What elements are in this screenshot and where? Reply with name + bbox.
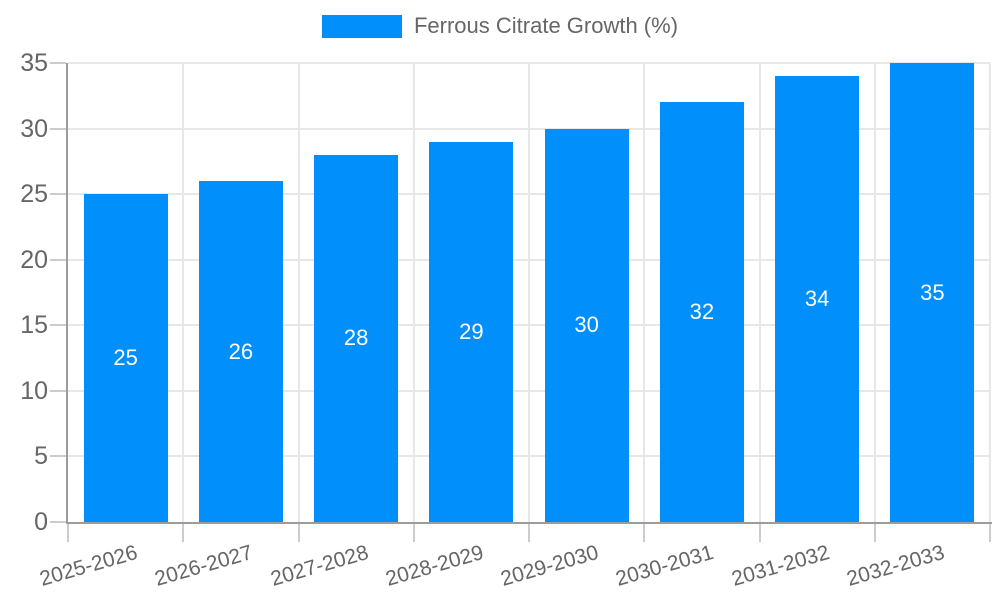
- x-gridline: [643, 63, 646, 522]
- x-gridline: [873, 63, 876, 522]
- y-tick-label: 15: [20, 311, 48, 340]
- y-axis-line: [66, 63, 68, 524]
- x-tick-label: 2029-2030: [498, 540, 602, 591]
- y-tick-label: 25: [20, 180, 48, 209]
- plot-area: 0 5 10 15 20 25 30 35 25 2025-2026 26 2026-2027 28 20…: [20, 49, 992, 591]
- y-tick-label: 30: [20, 114, 48, 143]
- x-gridline: [412, 63, 415, 522]
- x-gridline: [528, 63, 530, 522]
- legend-item[interactable]: Ferrous Citrate Growth (%): [0, 12, 1000, 40]
- x-tick: [182, 524, 185, 542]
- bar-value-label: 32: [689, 299, 715, 325]
- y-tick: [50, 521, 66, 523]
- x-tick: [989, 524, 991, 542]
- y-tick-label: 20: [20, 245, 48, 274]
- bar[interactable]: 28: [314, 154, 399, 522]
- x-gridline: [989, 63, 991, 522]
- x-tick-label: 2030-2031: [613, 540, 717, 591]
- x-tick-label: 2027-2028: [267, 540, 371, 591]
- y-tick: [50, 258, 66, 261]
- x-tick: [412, 524, 415, 542]
- bar-value-label: 25: [113, 345, 138, 371]
- bar[interactable]: 30: [544, 128, 629, 522]
- x-tick-label: 2028-2029: [383, 540, 486, 591]
- y-tick: [50, 62, 66, 64]
- y-tick-label: 35: [20, 49, 48, 77]
- x-gridline: [297, 63, 300, 522]
- legend-swatch: [321, 14, 402, 38]
- x-tick-label: 2032-2033: [844, 540, 947, 591]
- bar-value-label: 29: [459, 318, 484, 344]
- x-tick: [528, 524, 530, 542]
- x-tick: [873, 524, 876, 542]
- bar-value-label: 35: [920, 279, 945, 305]
- x-gridline: [758, 63, 761, 522]
- bar[interactable]: 29: [429, 141, 514, 522]
- x-tick-label: 2031-2032: [728, 540, 832, 591]
- x-tick: [67, 524, 69, 542]
- y-tick: [50, 389, 66, 392]
- y-tick-label: 10: [20, 376, 48, 405]
- legend-label: Ferrous Citrate Growth (%): [413, 13, 679, 38]
- x-gridline: [182, 63, 185, 522]
- x-axis-line: [66, 522, 992, 524]
- y-tick: [50, 455, 66, 458]
- bar-value-label: 30: [574, 312, 599, 338]
- x-tick-label: 2026-2027: [152, 540, 256, 591]
- x-tick-label: 2025-2026: [37, 540, 141, 591]
- y-tick-label: 5: [34, 442, 48, 471]
- y-tick: [50, 193, 66, 196]
- bar-value-label: 26: [228, 338, 254, 364]
- x-tick: [297, 524, 300, 542]
- x-tick: [643, 524, 646, 542]
- y-tick: [50, 127, 66, 130]
- y-tick-label: 0: [34, 508, 48, 536]
- y-tick: [50, 324, 66, 327]
- bar[interactable]: 35: [890, 63, 975, 522]
- bar[interactable]: 25: [83, 194, 168, 522]
- bar[interactable]: 34: [775, 76, 860, 522]
- bar-value-label: 34: [804, 286, 830, 312]
- bar[interactable]: 32: [659, 102, 744, 522]
- x-tick: [758, 524, 761, 542]
- bar-value-label: 28: [343, 325, 369, 351]
- bar[interactable]: 26: [198, 181, 283, 522]
